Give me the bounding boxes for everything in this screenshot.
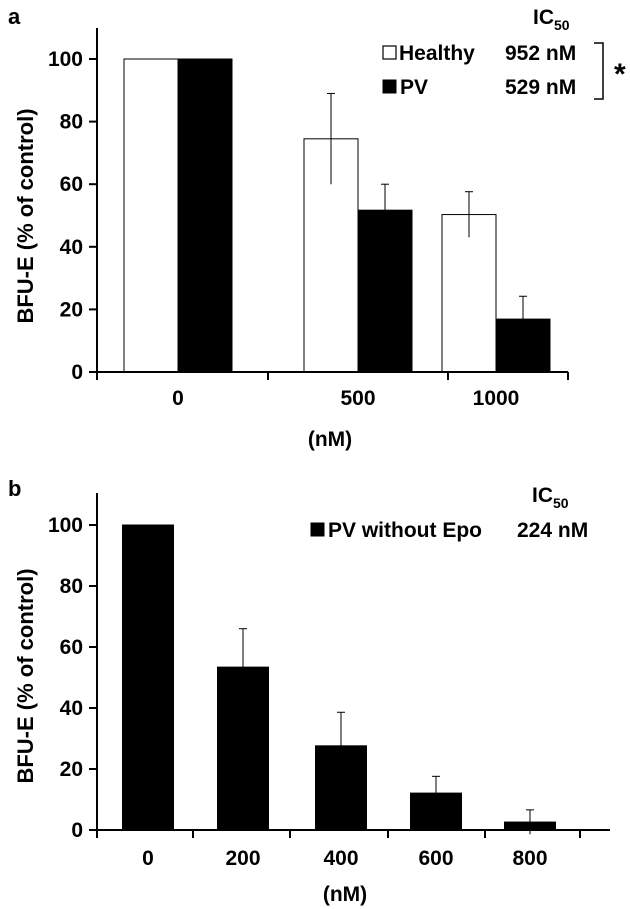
bar-pv-500: [357, 209, 413, 373]
bar-pv-without-epo-0: [122, 524, 174, 831]
bar-healthy-0: [123, 58, 179, 373]
panel-a-x-ticks: 0 500 1000: [96, 372, 569, 410]
x-tick-label: 500: [340, 387, 375, 410]
legend-swatch-pv: [382, 79, 397, 94]
y-tick-label: 80: [60, 111, 83, 134]
panel-a-y-ticks: 0 20 40 60 80 100: [48, 48, 97, 384]
panel-a-ylabel: BFU-E (% of control): [13, 108, 38, 323]
y-tick-label: 20: [60, 758, 83, 781]
y-tick-label: 100: [48, 514, 83, 537]
significance-bracket: [594, 42, 604, 100]
x-tick-label: 0: [142, 847, 154, 870]
x-tick-label: 600: [418, 847, 453, 870]
panel-b-ylabel: BFU-E (% of control): [13, 568, 38, 783]
significance-marker: *: [614, 58, 626, 91]
panel-a-label: a: [8, 4, 21, 29]
x-tick-label: 800: [512, 847, 547, 870]
y-tick-label: 60: [60, 636, 83, 659]
bar-healthy-1000: [441, 214, 497, 373]
legend-ic50-healthy: 952 nM: [505, 42, 576, 65]
panel-b-legend: IC50 PV without Epo 224 nM: [310, 484, 588, 542]
panel-a-legend: IC50 Healthy 952 nM PV 529 nM *: [382, 6, 626, 100]
y-tick-label: 40: [60, 697, 83, 720]
panel-b-x-ticks: 0 200 400 600 800: [96, 830, 581, 870]
legend-ic50-pv: 529 nM: [505, 76, 576, 99]
legend-swatch-healthy: [382, 45, 397, 60]
y-tick-label: 40: [60, 236, 83, 259]
panel-b: b BFU-E (% of control) 0 20 40 60 80 100 0 200…: [8, 476, 610, 906]
x-tick-label: 400: [323, 847, 358, 870]
x-tick-label: 0: [172, 387, 184, 410]
panel-a: a BFU-E (% of control) 0 20 40 60 80 100 0 500…: [8, 4, 626, 451]
legend-label-pv-without-epo: PV without Epo: [328, 519, 482, 542]
y-tick-label: 60: [60, 173, 83, 196]
panel-b-xlabel: (nM): [323, 883, 367, 906]
y-tick-label: 0: [71, 819, 83, 842]
panel-b-bars: [122, 524, 556, 835]
x-tick-label: 1000: [473, 387, 520, 410]
panel-b-y-ticks: 0 20 40 60 80 100: [48, 514, 97, 842]
legend-label-healthy: Healthy: [399, 42, 475, 65]
y-tick-label: 100: [48, 48, 83, 71]
legend-label-pv: PV: [400, 76, 428, 99]
panel-b-label: b: [8, 476, 21, 501]
y-tick-label: 80: [60, 575, 83, 598]
y-tick-label: 0: [71, 361, 83, 384]
panel-a-bars: [123, 58, 551, 373]
bar-pv-0: [177, 58, 233, 373]
y-tick-label: 20: [60, 298, 83, 321]
panel-b-legend-header: IC50: [532, 484, 569, 511]
panel-a-xlabel: (nM): [308, 428, 352, 451]
legend-ic50-pv-without-epo: 224 nM: [517, 519, 588, 542]
panel-a-legend-header: IC50: [533, 6, 570, 33]
x-tick-label: 200: [225, 847, 260, 870]
legend-swatch-pv-without-epo: [310, 522, 325, 537]
